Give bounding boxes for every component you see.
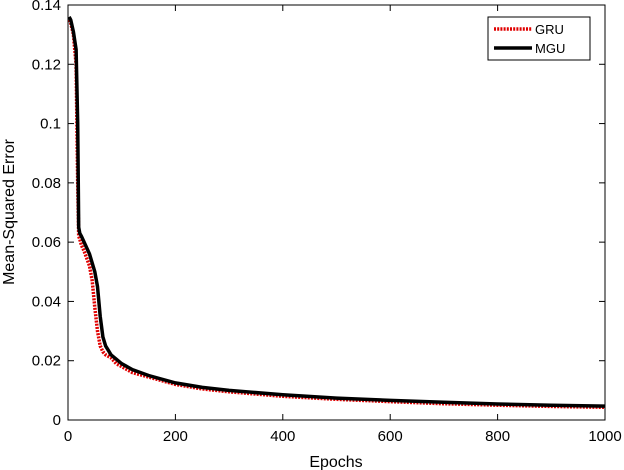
y-tick-label: 0.14	[32, 0, 61, 14]
y-tick-label: 0.08	[32, 175, 61, 192]
y-axis-ticks: 0 0.02 0.04 0.06 0.08 0.1 0.12 0.14	[32, 0, 605, 429]
y-tick-label: 0.06	[32, 234, 61, 251]
series-line-mgu	[67, 16, 606, 408]
y-axis-title: Mean-Squared Error	[1, 138, 18, 285]
x-tick-label: 400	[270, 428, 295, 445]
legend-box	[487, 16, 591, 61]
x-axis-ticks: 0 200 400 600 800 1000	[64, 5, 622, 445]
legend-label-mgu: MGU	[535, 41, 565, 56]
y-tick-label: 0.12	[32, 56, 61, 73]
y-tick-label: 0.04	[32, 293, 61, 310]
legend-label-gru: GRU	[535, 22, 564, 37]
x-tick-label: 600	[378, 428, 403, 445]
legend: GRU MGU	[487, 16, 591, 61]
plot-area-background	[68, 5, 605, 420]
y-tick-label: 0.02	[32, 353, 61, 370]
x-axis-title: Epochs	[309, 454, 362, 470]
x-tick-label: 200	[163, 428, 188, 445]
y-tick-label: 0	[53, 412, 61, 429]
x-tick-label: 800	[485, 428, 510, 445]
series-line-gru	[67, 18, 606, 410]
x-tick-label: 0	[64, 428, 72, 445]
y-tick-label: 0.1	[40, 116, 61, 133]
series-layer	[67, 16, 606, 410]
plot-frame	[67, 4, 606, 421]
x-tick-label: 1000	[588, 428, 621, 445]
